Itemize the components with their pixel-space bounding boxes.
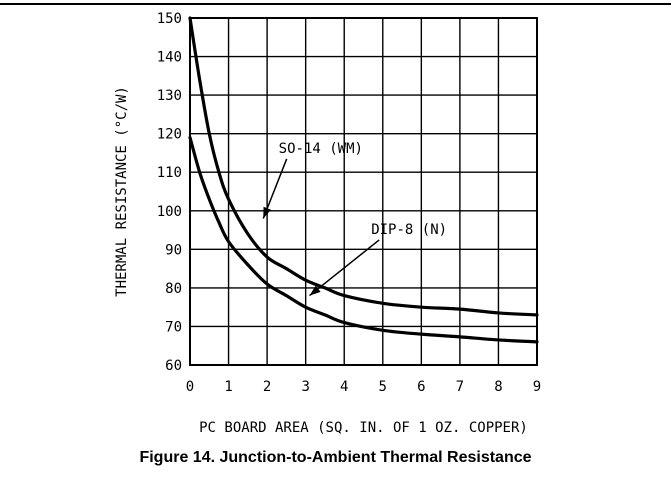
x-tick-label: 2 bbox=[263, 379, 271, 395]
x-tick-label: 6 bbox=[417, 379, 425, 395]
y-tick-label: 100 bbox=[157, 204, 182, 220]
x-tick-label: 8 bbox=[494, 379, 502, 395]
series-line-1 bbox=[188, 16, 539, 317]
x-tick-label: 4 bbox=[340, 379, 348, 395]
y-tick-label: 80 bbox=[165, 281, 182, 297]
annotation-label-2: DIP-8 (N) bbox=[371, 222, 447, 238]
annotation-label-1: SO-14 (WM) bbox=[279, 141, 363, 157]
y-tick-label: 120 bbox=[157, 127, 182, 143]
x-tick-label: 7 bbox=[456, 379, 464, 395]
y-axis-label: THERMAL RESISTANCE (°C/W) bbox=[114, 86, 130, 297]
y-tick-label: 110 bbox=[157, 165, 182, 181]
thermal-resistance-chart: 0 1 2 3 4 5 6 7 8 9 60 70 80 90 100 110 120 130 140 150 SO-… bbox=[114, 11, 542, 436]
y-tick-label: 70 bbox=[165, 319, 182, 335]
x-axis-label: PC BOARD AREA (SQ. IN. OF 1 OZ. COPPER) bbox=[199, 420, 528, 436]
annotation-arrowhead-2 bbox=[309, 285, 321, 296]
y-tick-label: 140 bbox=[157, 50, 182, 66]
annotation-arrow-2 bbox=[309, 239, 380, 297]
annotation-arrowhead-1 bbox=[263, 206, 272, 219]
x-tick-label: 1 bbox=[224, 379, 232, 395]
plot-frame bbox=[189, 17, 538, 366]
x-tick-label: 0 bbox=[186, 379, 194, 395]
figure-caption: Figure 14. Junction-to-Ambient Thermal R… bbox=[139, 449, 532, 466]
series-line-2 bbox=[188, 135, 539, 344]
curves bbox=[188, 16, 539, 344]
top-rule bbox=[0, 3, 671, 5]
grid bbox=[189, 17, 538, 366]
y-tick-label: 150 bbox=[157, 11, 182, 27]
y-tick-label: 60 bbox=[165, 358, 182, 374]
y-tick-label: 130 bbox=[157, 88, 182, 104]
x-tick-label: 5 bbox=[379, 379, 387, 395]
annotations: SO-14 (WM) DIP-8 (N) bbox=[262, 141, 447, 297]
x-tick-label: 3 bbox=[301, 379, 309, 395]
x-tick-label: 9 bbox=[533, 379, 541, 395]
y-tick-label: 90 bbox=[165, 242, 182, 258]
tick-labels: 0 1 2 3 4 5 6 7 8 9 60 70 80 90 100 110 120 130 140 150 bbox=[157, 11, 542, 395]
